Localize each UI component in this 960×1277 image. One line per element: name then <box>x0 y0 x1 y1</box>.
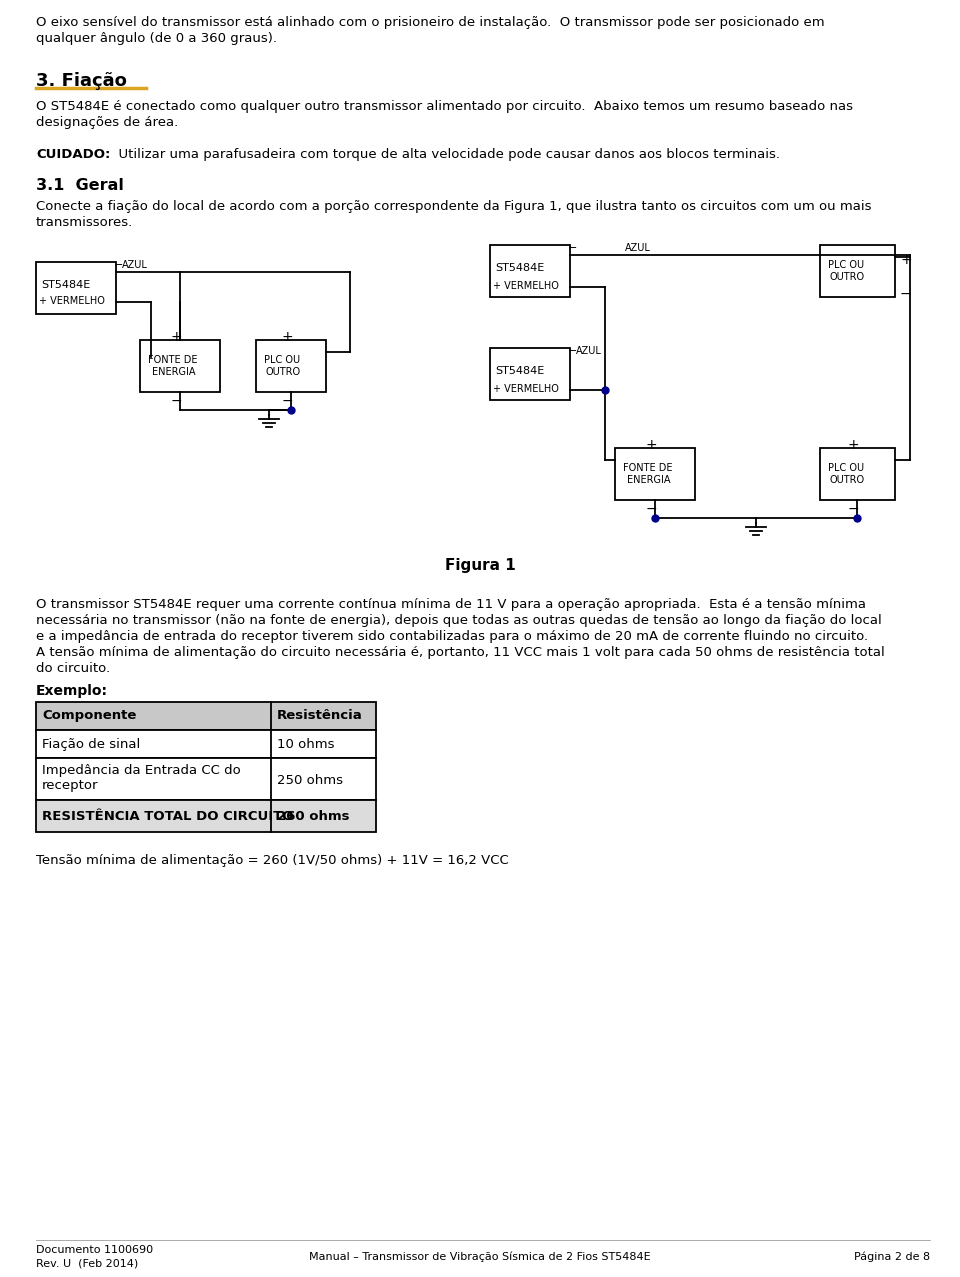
Text: ST5484E: ST5484E <box>41 280 90 290</box>
Bar <box>36 262 116 314</box>
Text: +: + <box>281 329 293 344</box>
Text: −: − <box>900 287 912 301</box>
Text: −: − <box>170 395 181 407</box>
Text: PLC OU: PLC OU <box>264 355 300 365</box>
Text: PLC OU: PLC OU <box>828 261 864 269</box>
Text: + VERMELHO: + VERMELHO <box>493 384 559 395</box>
Text: FONTE DE: FONTE DE <box>148 355 198 365</box>
Text: 260 ohms: 260 ohms <box>277 810 349 822</box>
Text: receptor: receptor <box>42 779 99 792</box>
Text: A tensão mínima de alimentação do circuito necessária é, portanto, 11 VCC mais 1: A tensão mínima de alimentação do circui… <box>36 646 885 659</box>
Text: ENERGIA: ENERGIA <box>627 475 670 485</box>
Text: +: + <box>847 438 859 452</box>
Text: O transmissor ST5484E requer uma corrente contínua mínima de 11 V para a operaçã: O transmissor ST5484E requer uma corrent… <box>36 598 866 610</box>
Text: ENERGIA: ENERGIA <box>152 366 196 377</box>
Text: 3.1  Geral: 3.1 Geral <box>36 178 124 193</box>
Text: Utilizar uma parafusadeira com torque de alta velocidade pode causar danos aos b: Utilizar uma parafusadeira com torque de… <box>110 148 780 161</box>
Bar <box>820 245 895 298</box>
Text: 3. Fiação: 3. Fiação <box>36 72 127 89</box>
Text: Figura 1: Figura 1 <box>444 558 516 573</box>
Text: AZUL: AZUL <box>625 243 651 253</box>
Text: O eixo sensível do transmissor está alinhado com o prisioneiro de instalação.  O: O eixo sensível do transmissor está alin… <box>36 17 825 29</box>
Bar <box>490 245 570 298</box>
Text: +: + <box>170 329 181 344</box>
Text: Fiação de sinal: Fiação de sinal <box>42 738 140 751</box>
Text: Conecte a fiação do local de acordo com a porção correspondente da Figura 1, que: Conecte a fiação do local de acordo com … <box>36 200 872 213</box>
Text: designações de área.: designações de área. <box>36 116 179 129</box>
Text: do circuito.: do circuito. <box>36 661 110 676</box>
Text: + VERMELHO: + VERMELHO <box>39 296 105 306</box>
Text: Tensão mínima de alimentação = 260 (1V/50 ohms) + 11V = 16,2 VCC: Tensão mínima de alimentação = 260 (1V/5… <box>36 854 509 867</box>
Text: Exemplo:: Exemplo: <box>36 684 108 699</box>
Bar <box>36 730 376 759</box>
Text: Documento 1100690: Documento 1100690 <box>36 1245 154 1255</box>
Text: Impedância da Entrada CC do: Impedância da Entrada CC do <box>42 764 241 776</box>
Text: 10 ohms: 10 ohms <box>277 738 334 751</box>
Text: Resistência: Resistência <box>277 709 363 722</box>
Text: +: + <box>645 438 657 452</box>
Text: qualquer ângulo (de 0 a 360 graus).: qualquer ângulo (de 0 a 360 graus). <box>36 32 277 45</box>
Text: −: − <box>568 243 577 253</box>
Text: e a impedância de entrada do receptor tiverem sido contabilizadas para o máximo : e a impedância de entrada do receptor ti… <box>36 630 868 644</box>
Text: −: − <box>281 395 293 407</box>
Text: transmissores.: transmissores. <box>36 216 133 229</box>
Text: Rev. U  (Feb 2014): Rev. U (Feb 2014) <box>36 1259 138 1269</box>
Text: ST5484E: ST5484E <box>495 366 544 375</box>
Text: FONTE DE: FONTE DE <box>623 464 673 472</box>
Bar <box>256 340 326 392</box>
Text: PLC OU: PLC OU <box>828 464 864 472</box>
Text: O ST5484E é conectado como qualquer outro transmissor alimentado por circuito.  : O ST5484E é conectado como qualquer outr… <box>36 100 853 112</box>
Text: CUIDADO:: CUIDADO: <box>36 148 110 161</box>
Text: −: − <box>645 502 657 516</box>
Text: OUTRO: OUTRO <box>830 475 865 485</box>
Text: −: − <box>568 346 577 356</box>
Bar <box>36 702 376 730</box>
Text: AZUL: AZUL <box>576 346 602 356</box>
Text: +: + <box>900 253 912 267</box>
Text: −: − <box>114 261 124 269</box>
Text: RESISTÊNCIA TOTAL DO CIRCUITO: RESISTÊNCIA TOTAL DO CIRCUITO <box>42 810 294 822</box>
Text: Página 2 de 8: Página 2 de 8 <box>853 1251 930 1263</box>
Text: necessária no transmissor (não na fonte de energia), depois que todas as outras : necessária no transmissor (não na fonte … <box>36 614 881 627</box>
Text: Componente: Componente <box>42 709 136 722</box>
Bar <box>36 799 376 833</box>
Text: OUTRO: OUTRO <box>830 272 865 282</box>
Text: AZUL: AZUL <box>122 261 148 269</box>
Bar <box>820 448 895 501</box>
Text: ST5484E: ST5484E <box>495 263 544 273</box>
Text: + VERMELHO: + VERMELHO <box>493 281 559 291</box>
Bar <box>36 759 376 799</box>
Bar <box>615 448 695 501</box>
Bar <box>140 340 220 392</box>
Text: 250 ohms: 250 ohms <box>277 774 343 787</box>
Text: Manual – Transmissor de Vibração Sísmica de 2 Fios ST5484E: Manual – Transmissor de Vibração Sísmica… <box>309 1251 651 1263</box>
Bar <box>490 349 570 400</box>
Text: −: − <box>847 502 859 516</box>
Text: OUTRO: OUTRO <box>266 366 301 377</box>
